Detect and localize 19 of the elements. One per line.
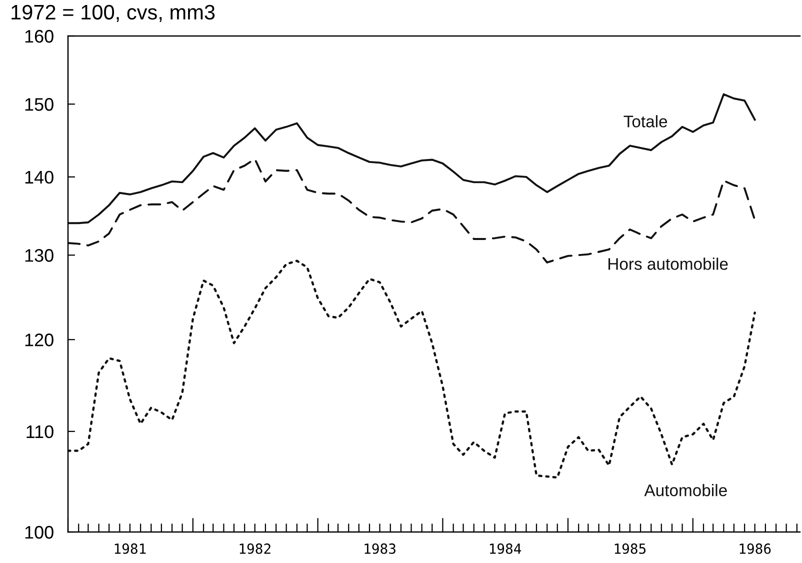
y-tick-label: 120	[25, 334, 54, 346]
chart-title: 1972 = 100, cvs, mm3	[12, 4, 215, 22]
x-tick-label: 1981	[114, 543, 146, 554]
line-series	[68, 93, 756, 224]
y-tick-label: 110	[26, 425, 54, 438]
x-tick-label: 1984	[490, 543, 522, 554]
series-label: Totale	[624, 115, 668, 128]
y-tick-label: 150	[25, 98, 54, 111]
y-tick-label: 100	[25, 526, 54, 539]
line-series	[68, 260, 756, 479]
x-tick-label: 1983	[364, 543, 396, 554]
y-tick-label: 160	[25, 30, 54, 43]
series-label: Hors automobile	[608, 258, 728, 270]
y-tick-label: 140	[25, 170, 54, 184]
x-tick-label: 1986	[740, 543, 771, 554]
y-tick-label: 130	[25, 249, 54, 262]
x-tick-label: 1985	[614, 543, 646, 554]
series-label: Automobile	[644, 484, 727, 496]
x-tick-label: 1982	[240, 543, 270, 554]
